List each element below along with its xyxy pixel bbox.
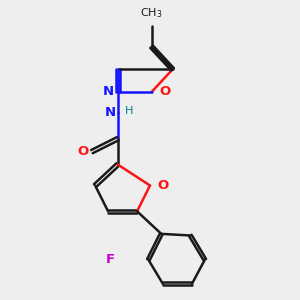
Text: CH$_3$: CH$_3$ xyxy=(140,6,163,20)
Text: O: O xyxy=(157,179,168,192)
Text: N: N xyxy=(105,106,116,119)
Text: F: F xyxy=(105,253,115,266)
Text: O: O xyxy=(160,85,171,98)
Text: N: N xyxy=(103,85,114,98)
Text: H: H xyxy=(125,106,133,116)
Text: O: O xyxy=(77,145,89,158)
